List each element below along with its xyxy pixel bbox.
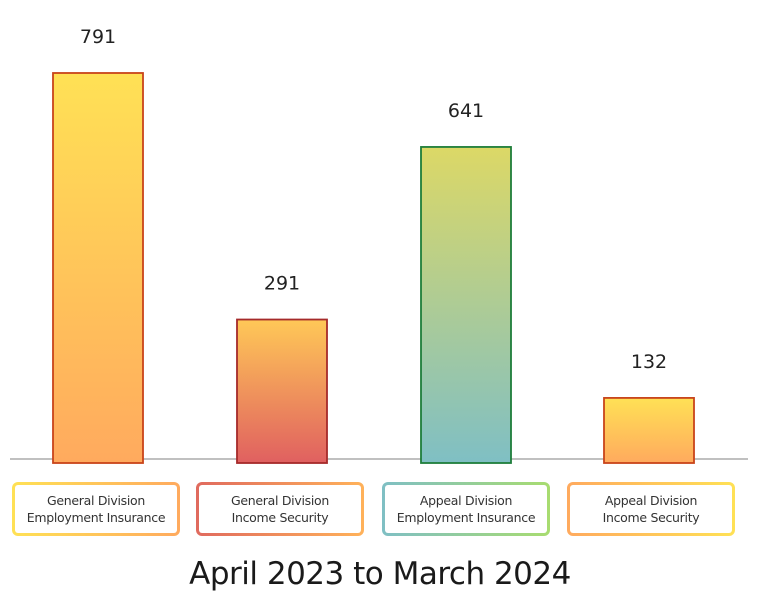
data-label-4: 132	[631, 351, 667, 373]
bar-3	[420, 146, 512, 464]
category-label-text: Appeal Division Income Security	[570, 485, 732, 533]
category-label-2: General Division Income Security	[196, 482, 364, 536]
category-label-text: Appeal Division Employment Insurance	[385, 485, 547, 533]
data-label-1: 791	[80, 26, 116, 48]
bar-2	[236, 318, 328, 464]
category-label-text: General Division Employment Insurance	[15, 485, 177, 533]
category-label-line-1: Appeal Division	[604, 493, 698, 508]
category-label-4: Appeal Division Income Security	[567, 482, 735, 536]
category-label-line-2: Employment Insurance	[26, 510, 166, 525]
category-label-line-1: General Division	[47, 493, 145, 508]
category-label-1: General Division Employment Insurance	[12, 482, 180, 536]
category-label-line-2: Employment Insurance	[396, 510, 536, 525]
data-label-2: 291	[264, 273, 300, 295]
category-label-line-2: Income Security	[602, 510, 700, 525]
category-label-text: General Division Income Security	[199, 485, 361, 533]
category-label-line-2: Income Security	[231, 510, 329, 525]
bar-1	[52, 72, 144, 464]
bar-4	[603, 397, 695, 464]
category-label-line-1: Appeal Division	[419, 493, 513, 508]
data-label-3: 641	[448, 100, 484, 122]
chart-caption: April 2023 to March 2024	[189, 556, 571, 592]
category-label-line-1: General Division	[231, 493, 329, 508]
category-label-3: Appeal Division Employment Insurance	[382, 482, 550, 536]
